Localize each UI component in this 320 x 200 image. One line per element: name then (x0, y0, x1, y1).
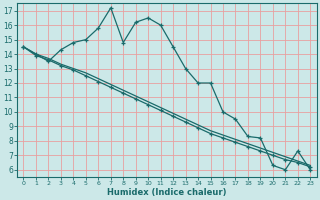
X-axis label: Humidex (Indice chaleur): Humidex (Indice chaleur) (107, 188, 227, 197)
